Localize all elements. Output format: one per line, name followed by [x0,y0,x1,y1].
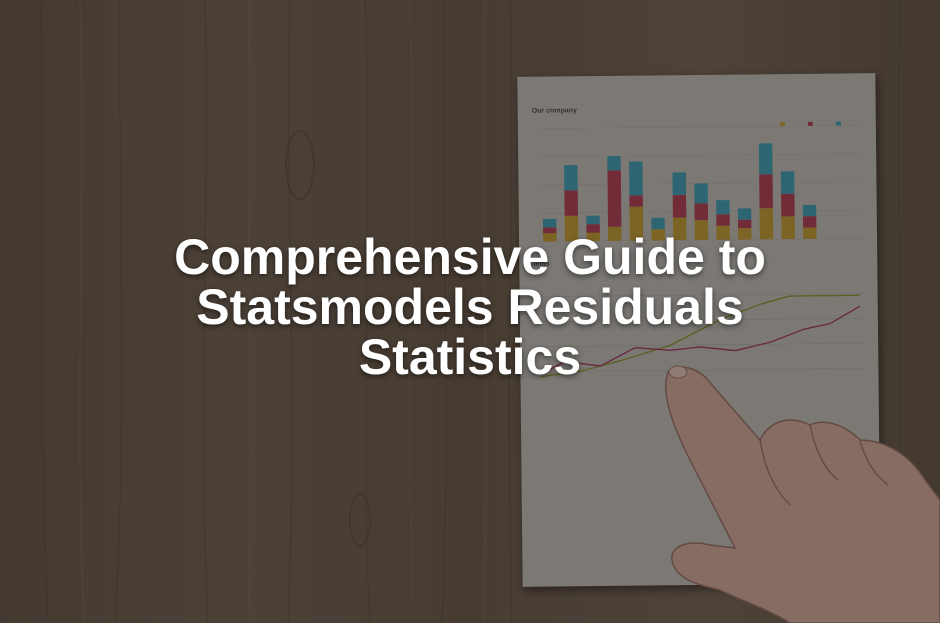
line-series-pink [540,305,861,376]
legend-swatch [807,121,813,126]
headline: Comprehensive Guide to Statsmodels Resid… [60,232,880,382]
bar-segment [564,164,578,191]
bar-segment [629,161,643,196]
bar-segment [542,218,557,228]
bar-chart-gridline [538,181,864,186]
legend-swatch [779,122,785,127]
bar-segment [586,232,600,242]
bar-segment [716,200,730,215]
bar-segment [802,216,817,228]
bar-chart-gridline [538,153,864,158]
bar-segment [781,216,795,240]
legend-swatch [835,121,841,126]
bar-segment [586,224,600,233]
bar-segment [694,220,709,241]
bar-segment [607,156,621,171]
bar-segment [780,171,795,194]
headline-line-1: Comprehensive Guide to [174,229,766,285]
bar-segment [716,214,730,226]
headline-line-3: Statistics [358,329,582,385]
bar-segment [651,217,665,230]
bar-segment [758,143,773,175]
bar-segment [672,172,687,196]
bar-segment [543,232,557,242]
bar-segment [629,206,644,241]
bar-segment [564,215,579,242]
bar-segment [694,183,708,204]
bar-segment [608,226,622,241]
bar-segment [759,174,773,209]
bar-segment [672,217,687,241]
bar-segment [607,170,622,227]
bar-segment [672,194,687,218]
bar-segment [716,225,730,240]
bar-segment [738,228,752,240]
bar-segment [781,193,795,217]
bar-segment [759,208,774,240]
headline-line-2: Statsmodels Residuals [196,279,744,335]
bar-segment [564,190,578,216]
bar-segment [803,227,817,239]
bar-segment [543,227,557,234]
bar-chart [537,121,865,242]
bar-segment [737,208,752,220]
bar-segment [802,204,817,217]
bar-segment [737,219,752,229]
bar-segment [586,215,600,225]
bar-segment [651,229,665,241]
bar-segment [629,195,643,207]
line-series-olive [540,294,860,378]
bar-segment [694,203,709,221]
